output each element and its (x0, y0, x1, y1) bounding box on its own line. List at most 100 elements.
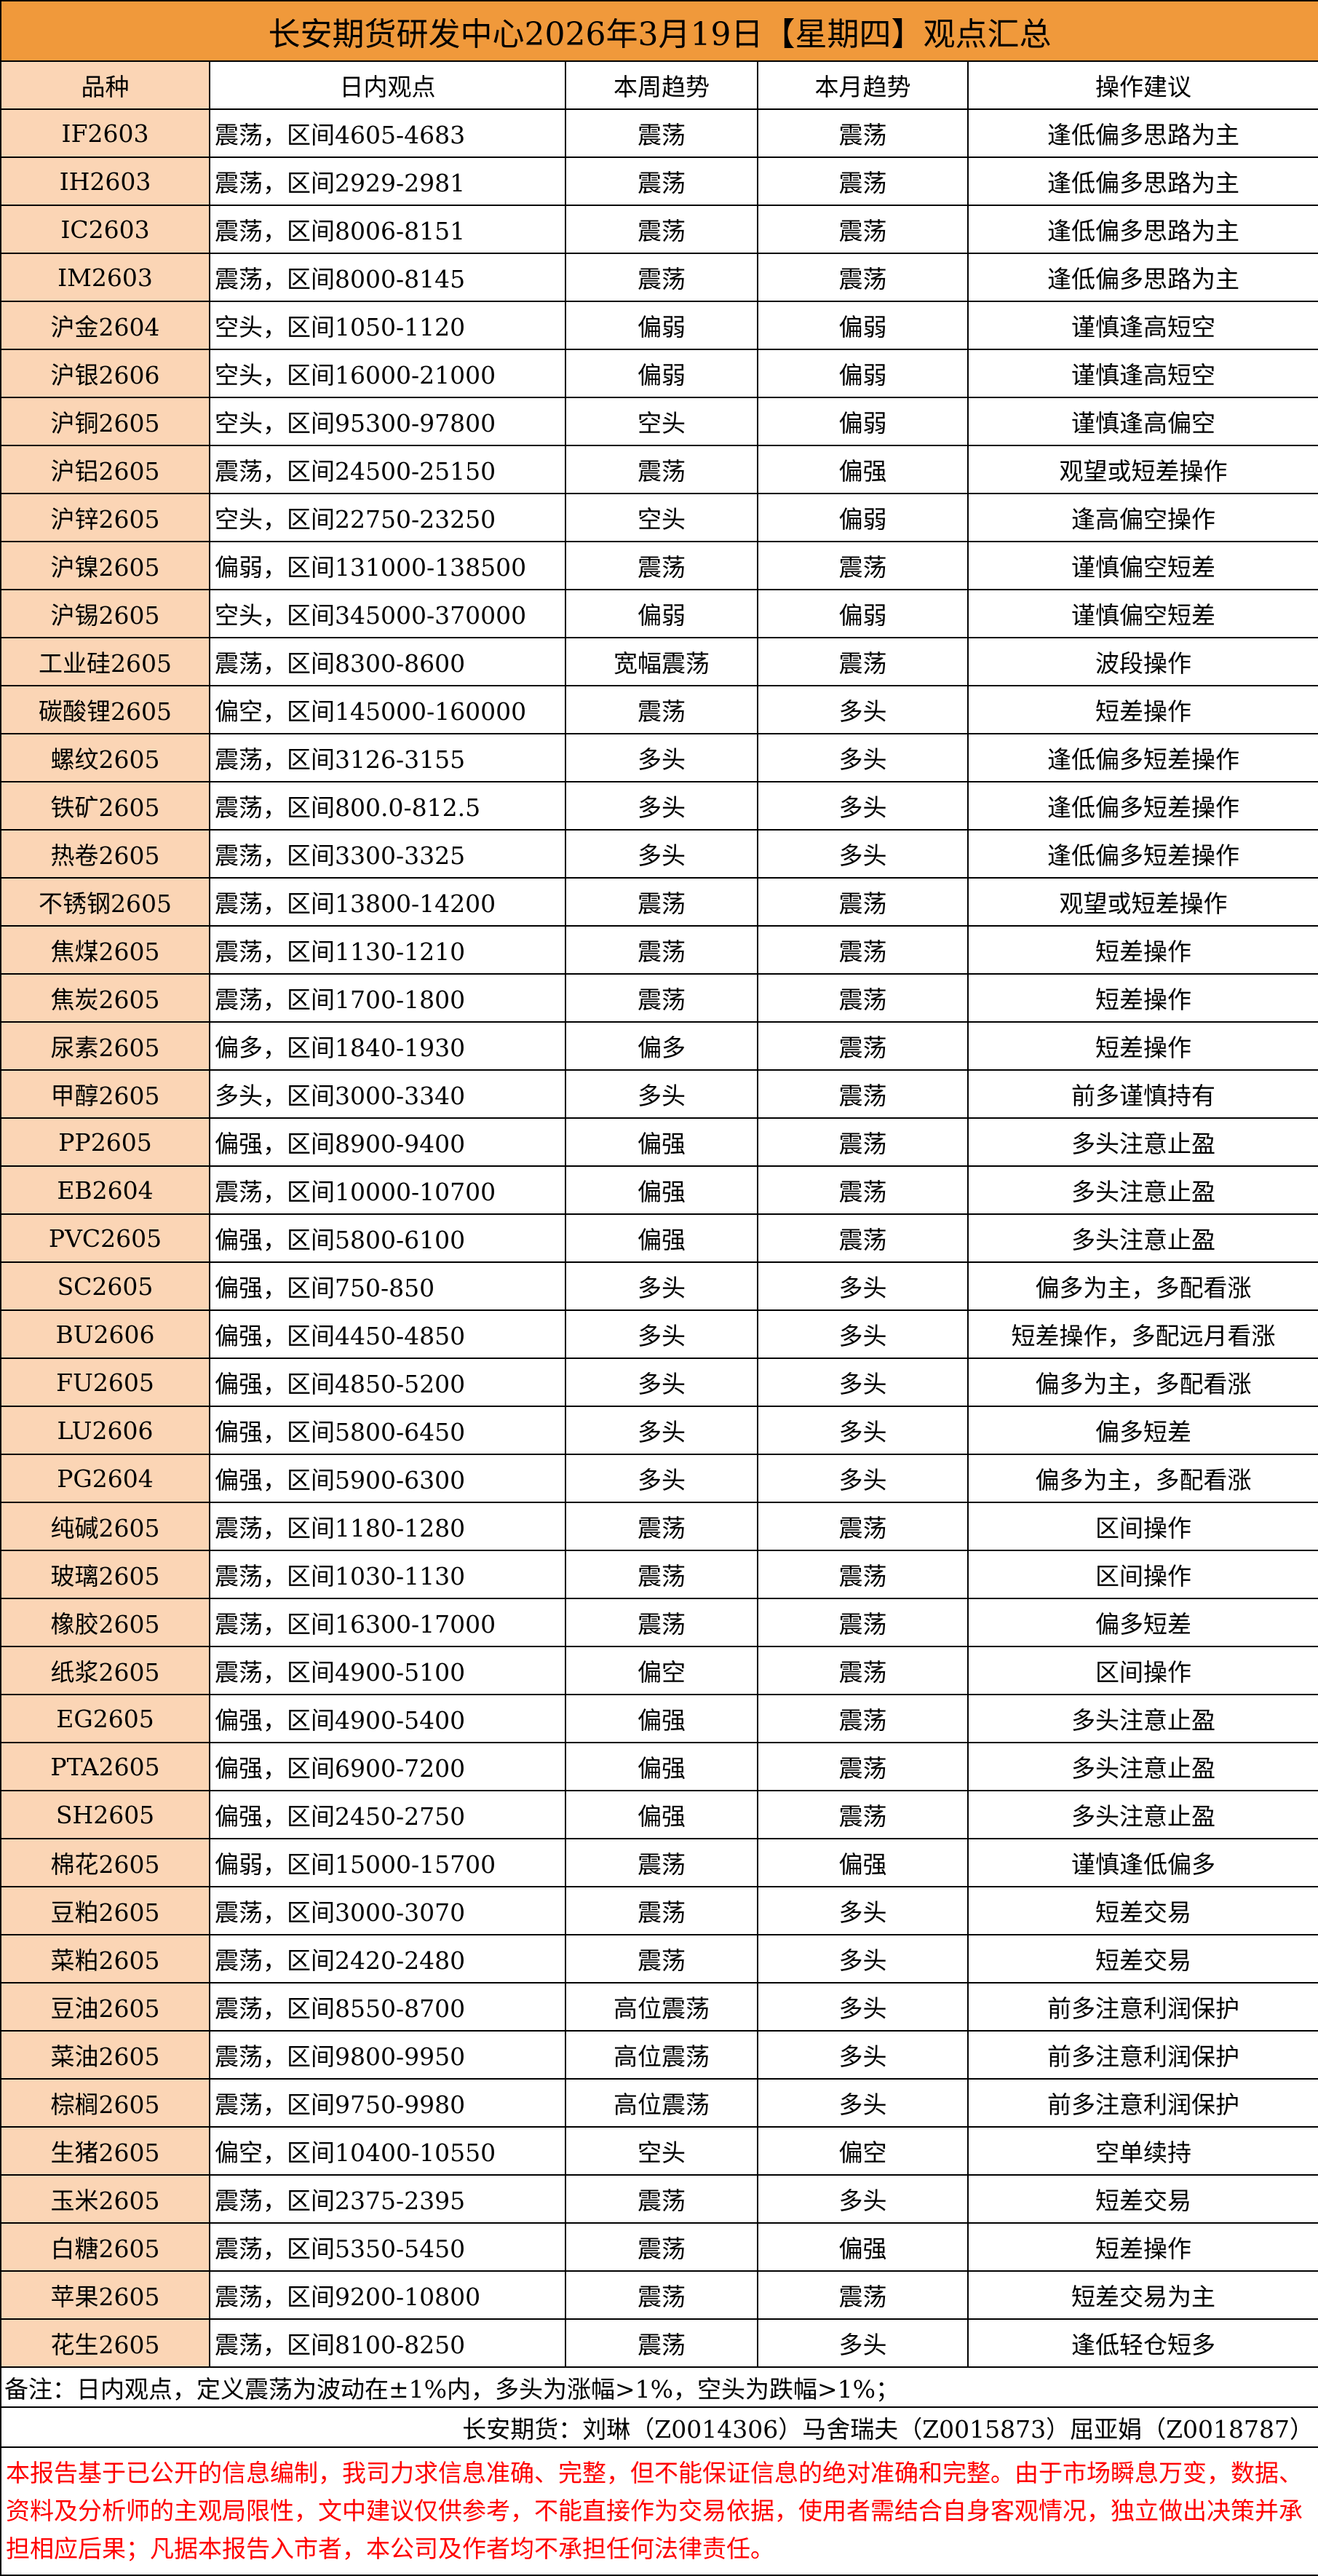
cell-monthly-trend: 多头 (757, 1358, 969, 1407)
cell-monthly-trend: 偏强 (757, 2222, 969, 2272)
cell-weekly-trend: 多头 (565, 1069, 758, 1119)
cell-intraday-view: 空头，区间22750-23250 (209, 493, 566, 542)
cell-advice: 短差操作 (967, 925, 1318, 975)
cell-variety: 焦炭2605 (0, 973, 210, 1023)
cell-advice: 波段操作 (967, 637, 1318, 686)
cell-intraday-view: 震荡，区间1030-1130 (209, 1550, 566, 1599)
table-row: 铁矿2605 震荡，区间800.0-812.5 多头 多头 逢低偏多短差操作 (0, 781, 1318, 831)
cell-weekly-trend: 空头 (565, 2126, 758, 2176)
cell-variety: 沪银2606 (0, 349, 210, 398)
cell-monthly-trend: 震荡 (757, 2270, 969, 2320)
cell-variety: 尿素2605 (0, 1021, 210, 1071)
cell-advice: 短差操作，多配远月看涨 (967, 1309, 1318, 1359)
cell-intraday-view: 偏强，区间5800-6100 (209, 1213, 566, 1263)
cell-advice: 逢低轻仓短多 (967, 2318, 1318, 2368)
cell-weekly-trend: 震荡 (565, 156, 758, 206)
cell-variety: 棉花2605 (0, 1838, 210, 1887)
cell-intraday-view: 震荡，区间5350-5450 (209, 2222, 566, 2272)
table-row: 菜油2605 震荡，区间9800-9950 高位震荡 多头 前多注意利润保护 (0, 2030, 1318, 2080)
cell-advice: 逢高偏空操作 (967, 493, 1318, 542)
cell-advice: 区间操作 (967, 1550, 1318, 1599)
cell-variety: 苹果2605 (0, 2270, 210, 2320)
cell-monthly-trend: 多头 (757, 2078, 969, 2128)
table-row: PTA2605 偏强，区间6900-7200 偏强 震荡 多头注意止盈 (0, 1742, 1318, 1791)
cell-intraday-view: 震荡，区间9750-9980 (209, 2078, 566, 2128)
cell-advice: 谨慎逢高偏空 (967, 397, 1318, 446)
cell-intraday-view: 震荡，区间1130-1210 (209, 925, 566, 975)
cell-variety: IC2603 (0, 205, 210, 254)
cell-advice: 逢低偏多思路为主 (967, 156, 1318, 206)
cell-monthly-trend: 偏弱 (757, 397, 969, 446)
cell-weekly-trend: 偏强 (565, 1117, 758, 1167)
cell-intraday-view: 震荡，区间3300-3325 (209, 829, 566, 879)
cell-intraday-view: 震荡，区间13800-14200 (209, 877, 566, 927)
table-row: 热卷2605 震荡，区间3300-3325 多头 多头 逢低偏多短差操作 (0, 829, 1318, 879)
cell-variety: 花生2605 (0, 2318, 210, 2368)
cell-advice: 短差交易 (967, 1886, 1318, 1935)
cell-advice: 短差交易 (967, 2174, 1318, 2224)
cell-variety: 豆油2605 (0, 1982, 210, 2032)
cell-weekly-trend: 震荡 (565, 685, 758, 734)
cell-variety: 铁矿2605 (0, 781, 210, 831)
cell-variety: 白糖2605 (0, 2222, 210, 2272)
cell-variety: LU2606 (0, 1406, 210, 1455)
cell-intraday-view: 震荡，区间1180-1280 (209, 1502, 566, 1551)
cell-monthly-trend: 震荡 (757, 973, 969, 1023)
cell-weekly-trend: 偏多 (565, 1021, 758, 1071)
table-row: 甲醇2605 多头，区间3000-3340 多头 震荡 前多谨慎持有 (0, 1069, 1318, 1119)
table-row: SC2605 偏强，区间750-850 多头 多头 偏多为主，多配看涨 (0, 1261, 1318, 1311)
cell-weekly-trend: 震荡 (565, 1550, 758, 1599)
cell-weekly-trend: 偏强 (565, 1213, 758, 1263)
table-row: 沪镍2605 偏弱，区间131000-138500 震荡 震荡 谨慎偏空短差 (0, 541, 1318, 590)
table-row: 焦炭2605 震荡，区间1700-1800 震荡 震荡 短差操作 (0, 973, 1318, 1023)
table-row: LU2606 偏强，区间5800-6450 多头 多头 偏多短差 (0, 1406, 1318, 1455)
cell-weekly-trend: 多头 (565, 829, 758, 879)
table-row: 沪金2604 空头，区间1050-1120 偏弱 偏弱 谨慎逢高短空 (0, 301, 1318, 350)
cell-monthly-trend: 多头 (757, 1934, 969, 1983)
cell-weekly-trend: 偏弱 (565, 349, 758, 398)
cell-weekly-trend: 震荡 (565, 1886, 758, 1935)
cell-weekly-trend: 震荡 (565, 253, 758, 302)
cell-weekly-trend: 偏强 (565, 1694, 758, 1743)
cell-variety: IF2603 (0, 108, 210, 158)
cell-weekly-trend: 多头 (565, 1358, 758, 1407)
cell-intraday-view: 偏空，区间145000-160000 (209, 685, 566, 734)
table-row: 焦煤2605 震荡，区间1130-1210 震荡 震荡 短差操作 (0, 925, 1318, 975)
cell-monthly-trend: 多头 (757, 781, 969, 831)
cell-variety: PVC2605 (0, 1213, 210, 1263)
cell-intraday-view: 偏强，区间4450-4850 (209, 1309, 566, 1359)
cell-intraday-view: 空头，区间1050-1120 (209, 301, 566, 350)
table-row: 螺纹2605 震荡，区间3126-3155 多头 多头 逢低偏多短差操作 (0, 733, 1318, 782)
cell-advice: 空单续持 (967, 2126, 1318, 2176)
cell-intraday-view: 震荡，区间16300-17000 (209, 1598, 566, 1647)
cell-monthly-trend: 多头 (757, 1886, 969, 1935)
cell-intraday-view: 偏强，区间4900-5400 (209, 1694, 566, 1743)
cell-intraday-view: 震荡，区间10000-10700 (209, 1165, 566, 1215)
cell-intraday-view: 震荡，区间24500-25150 (209, 445, 566, 494)
cell-intraday-view: 偏强，区间2450-2750 (209, 1790, 566, 1839)
cell-advice: 前多谨慎持有 (967, 1069, 1318, 1119)
cell-advice: 逢低偏多短差操作 (967, 733, 1318, 782)
cell-monthly-trend: 震荡 (757, 1742, 969, 1791)
cell-weekly-trend: 偏强 (565, 1742, 758, 1791)
cell-advice: 前多注意利润保护 (967, 2030, 1318, 2080)
cell-weekly-trend: 震荡 (565, 541, 758, 590)
cell-intraday-view: 震荡，区间8550-8700 (209, 1982, 566, 2032)
cell-intraday-view: 震荡，区间8000-8145 (209, 253, 566, 302)
cell-weekly-trend: 多头 (565, 733, 758, 782)
cell-variety: 沪镍2605 (0, 541, 210, 590)
table-row: 橡胶2605 震荡，区间16300-17000 震荡 震荡 偏多短差 (0, 1598, 1318, 1647)
table-row: EB2604 震荡，区间10000-10700 偏强 震荡 多头注意止盈 (0, 1165, 1318, 1215)
cell-weekly-trend: 震荡 (565, 877, 758, 927)
cell-weekly-trend: 震荡 (565, 973, 758, 1023)
cell-monthly-trend: 偏强 (757, 445, 969, 494)
cell-intraday-view: 震荡，区间2929-2981 (209, 156, 566, 206)
cell-variety: 沪铜2605 (0, 397, 210, 446)
cell-weekly-trend: 空头 (565, 493, 758, 542)
cell-advice: 谨慎逢高短空 (967, 349, 1318, 398)
cell-monthly-trend: 震荡 (757, 1790, 969, 1839)
cell-weekly-trend: 偏空 (565, 1646, 758, 1695)
cell-advice: 逢低偏多思路为主 (967, 205, 1318, 254)
table-row: IF2603 震荡，区间4605-4683 震荡 震荡 逢低偏多思路为主 (0, 108, 1318, 158)
cell-monthly-trend: 多头 (757, 1454, 969, 1503)
